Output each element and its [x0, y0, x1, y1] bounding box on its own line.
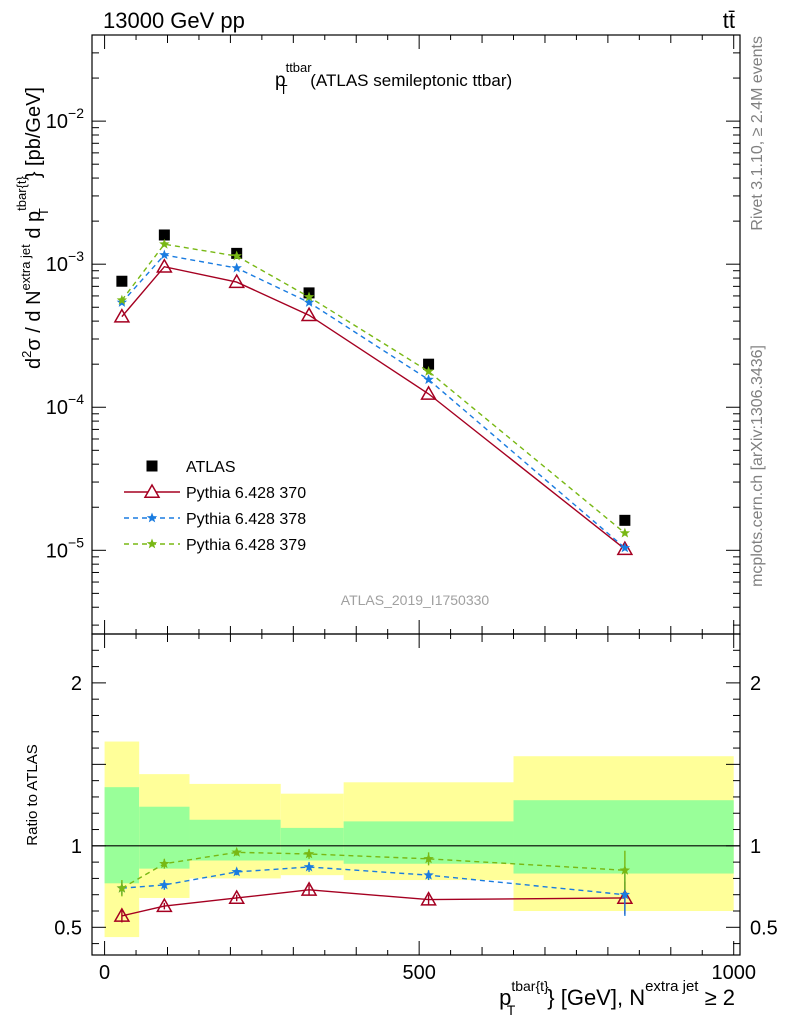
- series-line-3: [121, 243, 626, 534]
- energy-label: 13000 GeV pp: [103, 8, 245, 33]
- series-marker-2: [159, 249, 170, 260]
- data-point: [619, 514, 631, 526]
- green-band-0: [104, 787, 140, 884]
- series-marker-1: [616, 540, 634, 556]
- uncertainty-bands: [104, 741, 734, 938]
- ratio-marker-1: [231, 866, 242, 877]
- ratio-marker-0: [420, 891, 437, 906]
- data-point: [158, 229, 170, 241]
- ratio-marker-2: [159, 858, 170, 869]
- ratio-marker-0: [156, 897, 173, 913]
- series-marker-1: [228, 273, 245, 289]
- main-ylabel: d2σ / d Nextra jet d ptbar{t}T} [pb/GeV]: [14, 87, 51, 369]
- ratio-line-0: [121, 889, 625, 917]
- series-marker-3: [231, 250, 242, 261]
- series-marker-2: [423, 374, 434, 385]
- legend: ATLAS Pythia 6.428 370 Pythia 6.428 378 Pyt…: [124, 459, 306, 554]
- ratio-y-tick-label: 0.5: [54, 917, 82, 939]
- series-marker-1: [300, 306, 318, 322]
- x-tick-label: 1000: [711, 962, 756, 984]
- green-band-1: [139, 806, 190, 869]
- ratio-marker-1: [159, 879, 170, 890]
- series-marker-1: [156, 258, 173, 273]
- legend-marker-1: [143, 483, 161, 498]
- ratio-ylabel: Ratio to ATLAS: [24, 744, 41, 845]
- ratio-marker-2: [303, 848, 315, 859]
- series-marker-2: [231, 262, 242, 273]
- green-band-5: [513, 800, 734, 874]
- series-marker-3: [159, 238, 170, 249]
- legend-label-1: Pythia 6.428 370: [186, 485, 306, 502]
- legend-label-2: Pythia 6.428 378: [186, 511, 306, 528]
- ratio-panel: 0.5 0.5 1 1 2 2 0 500 1000: [54, 633, 778, 984]
- series-line-1: [121, 265, 626, 550]
- series-line-2: [121, 254, 626, 549]
- ratio-y-tick-label-right: 1: [750, 836, 761, 858]
- series-marker-3: [303, 291, 315, 302]
- ratio-marker-0: [228, 889, 245, 904]
- process-label: tt̄: [723, 8, 735, 33]
- series-marker-2: [619, 542, 631, 553]
- main-y-tick-label: 10−4: [46, 391, 84, 419]
- title-p: p: [275, 70, 286, 91]
- legend-marker-3: [146, 538, 158, 549]
- series-marker-1: [420, 385, 437, 400]
- series-marker-3: [116, 294, 128, 305]
- title-sub: T: [280, 82, 288, 97]
- series-marker-3: [423, 365, 434, 376]
- legend-marker-atlas: [146, 460, 158, 472]
- legend-marker-2: [146, 512, 158, 523]
- ratio-frame: [91, 633, 741, 956]
- main-y-tick-label: 10−3: [46, 248, 84, 276]
- plot-title: pttbar T (ATLAS semileptonic ttbar): [275, 60, 512, 97]
- series-marker-1: [113, 308, 131, 323]
- series-marker-2: [303, 297, 315, 307]
- data-point: [423, 358, 435, 370]
- ratio-marker-2: [116, 882, 128, 893]
- main-y-tick-label: 10−5: [46, 534, 84, 562]
- x-tick-label: 500: [402, 962, 435, 984]
- ratio-series-0: [113, 881, 634, 923]
- data-point: [116, 275, 128, 287]
- ratio-marker-2: [423, 853, 434, 864]
- ratio-marker-0: [113, 907, 131, 922]
- main-y-tick-label: 10−2: [46, 105, 84, 133]
- ratio-y-tick-label-right: 2: [750, 673, 761, 695]
- legend-label-3: Pythia 6.428 379: [186, 537, 306, 554]
- legend-label-0: ATLAS: [186, 459, 236, 476]
- ratio-marker-1: [423, 869, 434, 880]
- x-axis-label: ptbar{t} T} [GeV], Nextra jet ≥ 2: [499, 978, 735, 1018]
- ratio-line-2: [121, 851, 625, 889]
- ratio-y-tick-label: 1: [71, 836, 82, 858]
- ratio-series-2: [116, 846, 631, 897]
- analysis-watermark: ATLAS_2019_I1750330: [341, 592, 490, 608]
- title-sup: ttbar: [286, 60, 313, 75]
- ratio-marker-1: [303, 861, 315, 872]
- ratio-marker-2: [231, 846, 242, 857]
- mcplots-label: mcplots.cern.ch [arXiv:1306.3436]: [749, 345, 766, 587]
- ratio-y-tick-label: 2: [71, 673, 82, 695]
- ratio-marker-1: [619, 889, 631, 900]
- ratio-marker-0: [300, 881, 318, 896]
- x-tick-label: 0: [99, 962, 110, 984]
- title-rest: (ATLAS semileptonic ttbar): [306, 71, 513, 90]
- series-marker-3: [619, 527, 631, 538]
- ratio-marker-2: [619, 864, 631, 875]
- ratio-y-tick-label-right: 0.5: [750, 917, 778, 939]
- rivet-version-label: Rivet 3.1.10, ≥ 2.4M events: [749, 36, 766, 231]
